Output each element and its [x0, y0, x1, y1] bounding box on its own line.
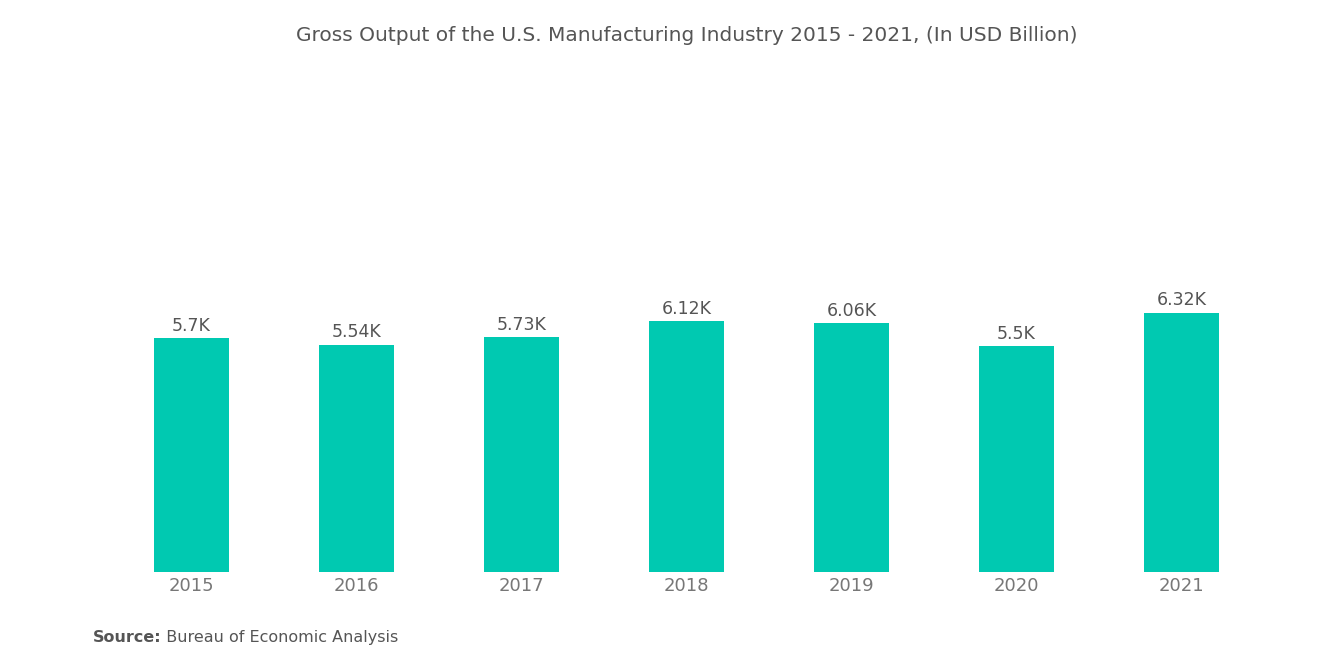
Text: 5.7K: 5.7K [172, 317, 211, 335]
Text: Source:: Source: [92, 630, 161, 645]
Bar [649, 321, 723, 572]
Bar [814, 323, 888, 572]
Text: 5.73K: 5.73K [496, 316, 546, 334]
Text: 6.06K: 6.06K [826, 302, 876, 320]
Bar [319, 344, 393, 572]
Title: Gross Output of the U.S. Manufacturing Industry 2015 - 2021, (In USD Billion): Gross Output of the U.S. Manufacturing I… [296, 26, 1077, 45]
Bar [1144, 313, 1218, 572]
Text: 5.54K: 5.54K [331, 323, 381, 341]
Text: 6.12K: 6.12K [661, 300, 711, 318]
Bar [979, 346, 1053, 572]
Text: 6.32K: 6.32K [1156, 291, 1206, 309]
Bar [484, 337, 558, 572]
Bar [154, 338, 228, 572]
Text: Bureau of Economic Analysis: Bureau of Economic Analysis [156, 630, 399, 645]
Text: 5.5K: 5.5K [997, 325, 1036, 343]
